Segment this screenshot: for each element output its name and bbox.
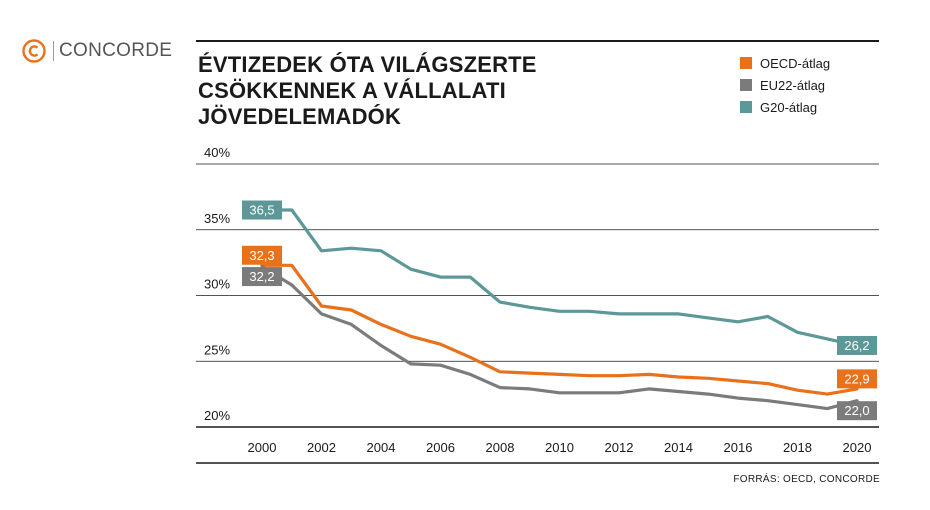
- series-line-oecd: [260, 263, 859, 396]
- series-line-eu22: [260, 265, 859, 411]
- logo: CONCORDE: [22, 38, 172, 64]
- data-label-box-eu22-start: [242, 267, 282, 287]
- data-label-box-oecd-start: [242, 245, 282, 265]
- y-tick-label-20: 20%: [204, 408, 230, 423]
- data-label-g20-end: 26,2: [844, 338, 869, 353]
- x-tick-label-2006: 2006: [426, 440, 455, 455]
- data-label-box-oecd-end: [837, 369, 877, 389]
- top-rule: [196, 40, 879, 42]
- x-tick-label-2010: 2010: [545, 440, 574, 455]
- data-label-box-eu22-end: [837, 401, 877, 421]
- data-label-eu22-end: 22,0: [844, 403, 869, 418]
- x-tick-label-2014: 2014: [664, 440, 693, 455]
- x-tick-label-2004: 2004: [367, 440, 396, 455]
- legend-swatch-oecd: [740, 57, 752, 69]
- y-tick-label-25: 25%: [204, 342, 230, 357]
- legend-label-eu22: EU22-átlag: [760, 77, 826, 93]
- y-tick-label-30: 30%: [204, 277, 230, 292]
- y-tick-label-40: 40%: [204, 145, 230, 160]
- chart-title-line-3: JÖVEDELEMADÓK: [198, 104, 402, 129]
- x-tick-label-2000: 2000: [248, 440, 277, 455]
- chart-title-line-2: CSÖKKENNEK A VÁLLALATI: [198, 78, 506, 103]
- y-tick-label-35: 35%: [204, 211, 230, 226]
- legend-swatch-eu22: [740, 79, 752, 91]
- chart-title-line-1: ÉVTIZEDEK ÓTA VILÁGSZERTE: [198, 52, 537, 77]
- chart-title: ÉVTIZEDEK ÓTA VILÁGSZERTE CSÖKKENNEK A V…: [198, 52, 618, 130]
- data-label-eu22-start: 32,2: [249, 269, 274, 284]
- legend-item-eu22: EU22-átlag: [740, 74, 830, 96]
- x-tick-label-2008: 2008: [486, 440, 515, 455]
- source-note: FORRÁS: OECD, CONCORDE: [733, 474, 880, 485]
- legend-label-oecd: OECD-átlag: [760, 55, 831, 71]
- legend-item-oecd: OECD-átlag: [740, 52, 830, 74]
- data-label-box-g20-end: [837, 335, 877, 355]
- x-tick-label-2016: 2016: [724, 440, 753, 455]
- logo-text: CONCORDE: [59, 40, 173, 61]
- data-label-box-g20-start: [242, 200, 282, 220]
- concorde-logo-icon: [22, 39, 46, 63]
- data-label-oecd-start: 32,3: [249, 248, 274, 263]
- legend-swatch-g20: [740, 101, 752, 113]
- legend-item-g20: G20-átlag: [740, 96, 830, 118]
- x-tick-label-2012: 2012: [605, 440, 634, 455]
- x-tick-label-2018: 2018: [783, 440, 812, 455]
- series-line-g20: [260, 208, 859, 348]
- legend: OECD-átlag EU22-átlag G20-átlag: [740, 52, 830, 118]
- data-label-g20-start: 36,5: [249, 203, 274, 218]
- logo-separator: [53, 41, 54, 61]
- x-tick-label-2002: 2002: [307, 440, 336, 455]
- legend-label-g20: G20-átlag: [760, 99, 818, 115]
- x-tick-label-2020: 2020: [843, 440, 872, 455]
- data-label-oecd-end: 22,9: [844, 371, 869, 386]
